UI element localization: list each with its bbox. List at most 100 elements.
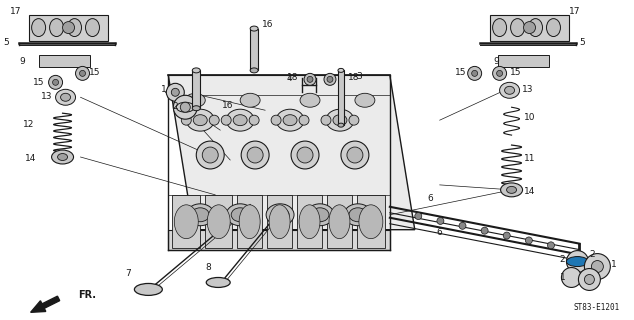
Ellipse shape [344,204,372,226]
Text: 17: 17 [10,7,22,16]
Circle shape [585,275,595,284]
Circle shape [341,141,369,169]
Circle shape [324,73,336,85]
Text: 1: 1 [160,85,166,94]
Ellipse shape [68,19,82,36]
Ellipse shape [185,93,205,107]
Polygon shape [267,195,292,248]
Text: FR.: FR. [79,291,96,300]
Circle shape [349,115,359,125]
Text: ST83-E1201: ST83-E1201 [573,303,619,312]
Ellipse shape [300,93,320,107]
Circle shape [493,67,507,80]
Text: 11: 11 [524,154,535,163]
Circle shape [481,227,488,234]
Ellipse shape [505,86,515,94]
Circle shape [307,76,313,82]
Circle shape [297,147,313,163]
Circle shape [53,79,58,85]
Text: 9: 9 [20,57,25,66]
Ellipse shape [134,284,162,295]
Circle shape [271,115,281,125]
Text: 17: 17 [569,7,580,16]
Circle shape [321,115,331,125]
Circle shape [578,268,600,291]
Text: 16: 16 [262,20,274,29]
Ellipse shape [338,68,344,72]
Circle shape [496,70,503,76]
Ellipse shape [240,93,260,107]
Ellipse shape [529,19,543,36]
Text: 15: 15 [510,68,521,77]
Polygon shape [168,230,390,250]
Circle shape [202,147,218,163]
Circle shape [548,242,555,249]
Ellipse shape [58,154,68,161]
Circle shape [241,141,269,169]
Ellipse shape [231,208,249,222]
Circle shape [524,22,536,34]
Circle shape [197,141,224,169]
Ellipse shape [338,123,344,127]
Ellipse shape [326,109,354,131]
Ellipse shape [311,208,329,222]
Circle shape [79,70,86,76]
Polygon shape [172,195,200,248]
Circle shape [415,212,422,220]
Circle shape [75,67,89,80]
Polygon shape [297,195,322,248]
Circle shape [180,102,190,112]
Ellipse shape [299,205,320,239]
Text: 6: 6 [427,194,432,203]
Ellipse shape [32,19,46,36]
Polygon shape [205,195,232,248]
Circle shape [166,83,184,101]
FancyArrow shape [30,296,60,312]
Circle shape [347,147,363,163]
Text: 8: 8 [205,263,211,272]
Ellipse shape [49,19,63,36]
Bar [192,70,200,108]
Circle shape [472,70,477,76]
Circle shape [221,115,231,125]
Circle shape [63,22,75,34]
Ellipse shape [500,82,519,98]
Text: 14: 14 [25,154,36,163]
Circle shape [171,88,179,96]
Ellipse shape [226,109,254,131]
Ellipse shape [174,205,198,239]
Circle shape [299,115,309,125]
Circle shape [247,147,263,163]
Text: 15: 15 [455,68,467,77]
Circle shape [526,237,533,244]
Circle shape [592,260,604,273]
Ellipse shape [207,205,230,239]
Ellipse shape [493,19,507,36]
Ellipse shape [192,106,200,111]
Text: 1: 1 [560,273,566,282]
Text: 12: 12 [23,120,34,129]
Circle shape [249,115,259,125]
Ellipse shape [510,19,524,36]
Ellipse shape [239,205,260,239]
Ellipse shape [359,205,383,239]
Bar [39,55,91,68]
Bar [338,70,344,125]
Ellipse shape [51,150,74,164]
Circle shape [573,257,583,267]
Polygon shape [168,76,415,230]
Text: 4: 4 [286,74,292,83]
Ellipse shape [186,204,214,226]
Text: 10: 10 [524,113,535,122]
Ellipse shape [329,205,350,239]
Ellipse shape [191,208,209,222]
Text: 3: 3 [356,72,361,81]
Polygon shape [237,195,262,248]
Text: 14: 14 [524,188,535,196]
Ellipse shape [206,277,230,287]
Bar [250,28,258,70]
Ellipse shape [355,93,375,107]
Circle shape [291,141,319,169]
Circle shape [173,95,197,119]
Bar [29,15,108,41]
